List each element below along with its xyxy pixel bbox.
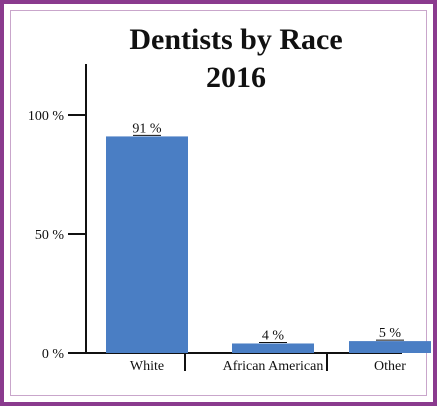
- inner-border: [10, 10, 427, 396]
- x-tick-label: White: [130, 359, 164, 374]
- bar: [349, 341, 431, 353]
- data-label: 5 %: [379, 326, 402, 341]
- y-tick-label: 0 %: [42, 347, 65, 362]
- data-label: 91 %: [132, 121, 162, 136]
- chart-title-line-1: Dentists by Race: [129, 23, 342, 56]
- data-label: 4 %: [262, 328, 285, 343]
- axes: 0 % 50 % 100 %: [28, 64, 402, 371]
- bars: 91 % White 4 % African American 5 % Other: [106, 121, 431, 374]
- y-tick-label: 100 %: [28, 109, 65, 124]
- bar: [106, 136, 188, 353]
- chart-title-line-2: 2016: [206, 61, 266, 94]
- x-tick-label: Other: [374, 359, 406, 374]
- y-tick-label: 50 %: [35, 228, 65, 243]
- x-tick-label: African American: [223, 359, 324, 374]
- bar: [232, 343, 314, 353]
